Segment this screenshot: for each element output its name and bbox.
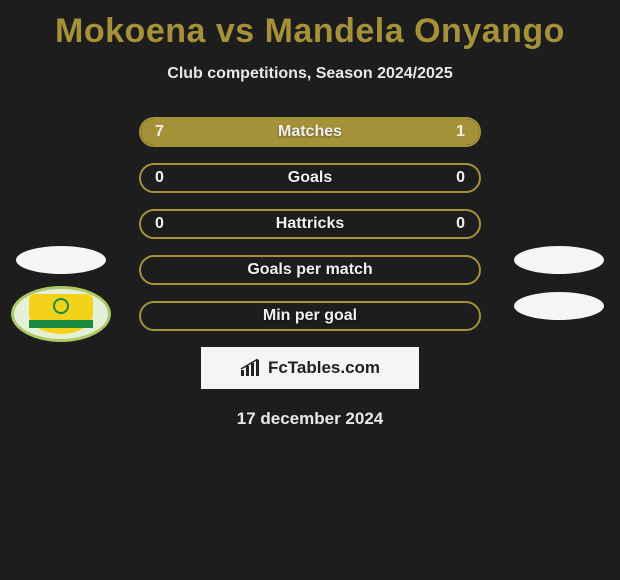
player-placeholder-icon <box>514 292 604 320</box>
bar-label: Min per goal <box>263 307 357 325</box>
badge-slot <box>504 421 614 467</box>
bar-row: 0 0 Hattricks <box>127 209 493 239</box>
brand-footer: FcTables.com <box>201 347 419 389</box>
bar-row: Min per goal <box>127 301 493 331</box>
brand-text: FcTables.com <box>268 358 380 378</box>
club-badge-icon <box>11 286 111 342</box>
bar-label: Hattricks <box>276 215 344 233</box>
bar-row: Goals per match <box>127 255 493 285</box>
comparison-chart: 7 1 Matches 0 0 Goals 0 0 Hattricks Goals per mat… <box>0 117 620 331</box>
badge-slot <box>6 437 116 483</box>
bar-fill-right <box>411 119 479 145</box>
badge-slot <box>504 329 614 375</box>
bar-label: Goals per match <box>247 261 372 279</box>
bar-track: Goals per match <box>139 255 481 285</box>
bar-value-left: 0 <box>155 215 164 233</box>
badge-slot <box>6 345 116 391</box>
bar-fill-left <box>141 119 411 145</box>
bar-value-left: 7 <box>155 123 164 141</box>
badge-slot <box>6 237 116 283</box>
badge-slot <box>6 283 116 345</box>
badge-slot <box>504 283 614 329</box>
badge-slot <box>6 391 116 437</box>
bar-track: Min per goal <box>139 301 481 331</box>
bar-track: 0 0 Hattricks <box>139 209 481 239</box>
bar-value-right: 1 <box>456 123 465 141</box>
player-placeholder-icon <box>514 246 604 274</box>
bar-value-left: 0 <box>155 169 164 187</box>
bar-label: Goals <box>288 169 332 187</box>
bar-value-right: 0 <box>456 169 465 187</box>
badge-slot <box>504 237 614 283</box>
bar-label: Matches <box>278 123 342 141</box>
left-badge-column <box>6 237 116 483</box>
bar-row: 7 1 Matches <box>127 117 493 147</box>
badge-slot <box>504 375 614 421</box>
subtitle: Club competitions, Season 2024/2025 <box>0 65 620 83</box>
bar-row: 0 0 Goals <box>127 163 493 193</box>
bars-column: 7 1 Matches 0 0 Goals 0 0 Hattricks Goals per mat… <box>127 117 493 331</box>
right-badge-column <box>504 237 614 467</box>
chart-icon <box>240 359 262 377</box>
player-placeholder-icon <box>16 246 106 274</box>
bar-track: 0 0 Goals <box>139 163 481 193</box>
bar-track: 7 1 Matches <box>139 117 481 147</box>
page-title: Mokoena vs Mandela Onyango <box>0 0 620 51</box>
bar-value-right: 0 <box>456 215 465 233</box>
